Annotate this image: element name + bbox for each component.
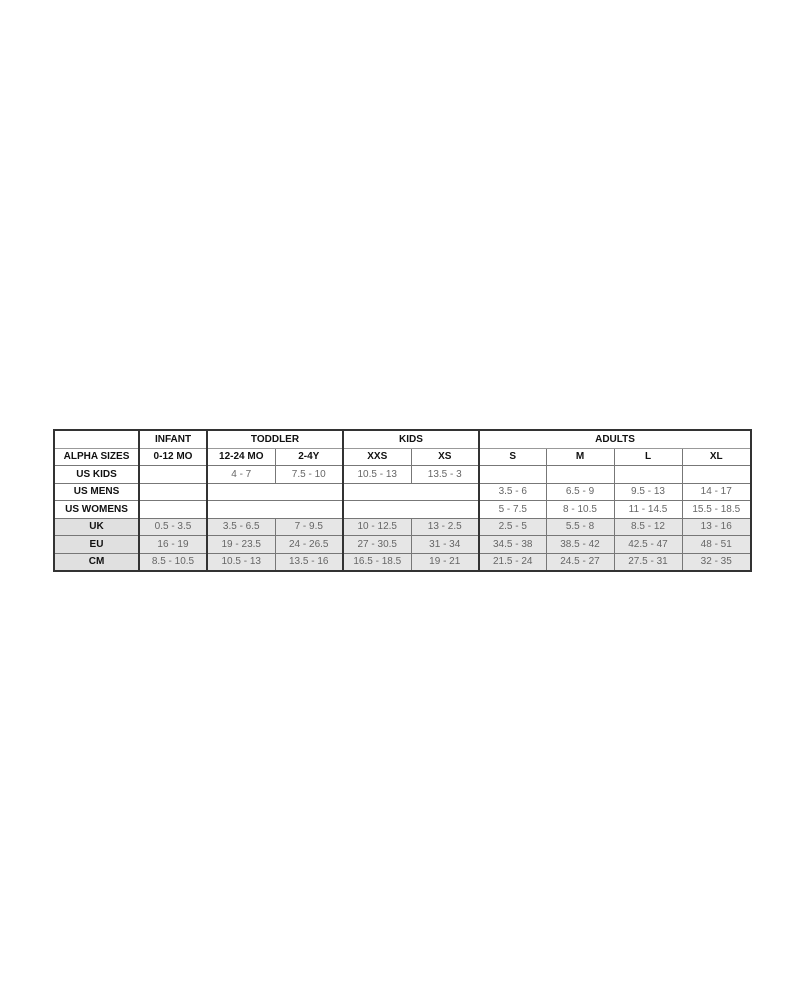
table-row: ALPHA SIZES 0-12 MO 12-24 MO 2-4Y XXS XS S M L XL xyxy=(53,447,752,466)
size-cell: 12-24 MO xyxy=(206,447,276,466)
size-cell: 19 - 21 xyxy=(410,552,480,572)
size-cell: 15.5 - 18.5 xyxy=(681,500,752,519)
size-cell: 8.5 - 10.5 xyxy=(138,552,208,572)
size-cell: 19 - 23.5 xyxy=(206,535,276,554)
size-cell: 6.5 - 9 xyxy=(545,482,615,501)
row-label: US WOMENS xyxy=(53,500,140,519)
size-cell: 0-12 MO xyxy=(138,447,208,466)
size-cell: 16.5 - 18.5 xyxy=(342,552,412,572)
size-cell: M xyxy=(545,447,615,466)
size-cell: 21.5 - 24 xyxy=(478,552,547,572)
group-header-adults: ADULTS xyxy=(478,429,752,449)
size-cell: 3.5 - 6.5 xyxy=(206,517,276,536)
size-cell: 11 - 14.5 xyxy=(613,500,683,519)
group-header-infant: INFANT xyxy=(138,429,208,449)
size-cell: 31 - 34 xyxy=(410,535,480,554)
size-cell: 24.5 - 27 xyxy=(545,552,615,572)
row-label: UK xyxy=(53,517,140,536)
size-cell xyxy=(613,465,683,484)
size-cell: 8 - 10.5 xyxy=(545,500,615,519)
row-label: US KIDS xyxy=(53,465,140,484)
table-row: UK 0.5 - 3.5 3.5 - 6.5 7 - 9.5 10 - 12.5 13 -… xyxy=(53,517,752,536)
table-row: US KIDS 4 - 7 7.5 - 10 10.5 - 13 13.5 - 3 xyxy=(53,465,752,484)
size-cell: 24 - 26.5 xyxy=(274,535,344,554)
size-cell: 42.5 - 47 xyxy=(613,535,683,554)
size-cell: 14 - 17 xyxy=(681,482,752,501)
size-cell: XXS xyxy=(342,447,412,466)
size-cell: 7 - 9.5 xyxy=(274,517,344,536)
group-header-row: INFANT TODDLER KIDS ADULTS xyxy=(53,429,752,449)
table-row: CM 8.5 - 10.5 10.5 - 13 13.5 - 16 16.5 - 18.… xyxy=(53,552,752,572)
size-cell: 5 - 7.5 xyxy=(478,500,547,519)
size-cell xyxy=(138,500,208,519)
size-cell xyxy=(478,465,547,484)
group-header-toddler: TODDLER xyxy=(206,429,344,449)
size-cell: 48 - 51 xyxy=(681,535,752,554)
size-cell: XL xyxy=(681,447,752,466)
row-label: CM xyxy=(53,552,140,572)
size-cell: 34.5 - 38 xyxy=(478,535,547,554)
size-cell xyxy=(138,465,208,484)
table-row: US MENS 3.5 - 6 6.5 - 9 9.5 - 13 14 - 17 xyxy=(53,482,752,501)
row-label: ALPHA SIZES xyxy=(53,447,140,466)
size-cell: 7.5 - 10 xyxy=(274,465,344,484)
row-label: EU xyxy=(53,535,140,554)
size-chart-table: INFANT TODDLER KIDS ADULTS ALPHA SIZES 0-12 M… xyxy=(53,429,752,572)
size-cell: L xyxy=(613,447,683,466)
size-cell: 13.5 - 16 xyxy=(274,552,344,572)
size-cell xyxy=(342,500,480,519)
size-cell: 38.5 - 42 xyxy=(545,535,615,554)
size-cell: 5.5 - 8 xyxy=(545,517,615,536)
size-cell: S xyxy=(478,447,547,466)
size-cell xyxy=(206,500,344,519)
size-cell xyxy=(206,482,344,501)
row-label: US MENS xyxy=(53,482,140,501)
size-cell: 10 - 12.5 xyxy=(342,517,412,536)
size-cell xyxy=(138,482,208,501)
size-cell: 9.5 - 13 xyxy=(613,482,683,501)
group-header-blank xyxy=(53,429,140,449)
table-row: US WOMENS 5 - 7.5 8 - 10.5 11 - 14.5 15.5 - … xyxy=(53,500,752,519)
size-cell: 27 - 30.5 xyxy=(342,535,412,554)
size-cell: 10.5 - 13 xyxy=(342,465,412,484)
size-cell: 13.5 - 3 xyxy=(410,465,480,484)
size-cell: 13 - 2.5 xyxy=(410,517,480,536)
size-cell: XS xyxy=(410,447,480,466)
size-cell: 8.5 - 12 xyxy=(613,517,683,536)
size-cell xyxy=(545,465,615,484)
size-cell: 4 - 7 xyxy=(206,465,276,484)
size-cell: 10.5 - 13 xyxy=(206,552,276,572)
size-cell: 16 - 19 xyxy=(138,535,208,554)
size-cell xyxy=(681,465,752,484)
size-cell: 27.5 - 31 xyxy=(613,552,683,572)
size-cell: 13 - 16 xyxy=(681,517,752,536)
size-cell xyxy=(342,482,480,501)
size-cell: 32 - 35 xyxy=(681,552,752,572)
table-row: EU 16 - 19 19 - 23.5 24 - 26.5 27 - 30.5 31 -… xyxy=(53,535,752,554)
size-cell: 2.5 - 5 xyxy=(478,517,547,536)
size-cell: 0.5 - 3.5 xyxy=(138,517,208,536)
size-cell: 3.5 - 6 xyxy=(478,482,547,501)
size-cell: 2-4Y xyxy=(274,447,344,466)
group-header-kids: KIDS xyxy=(342,429,480,449)
